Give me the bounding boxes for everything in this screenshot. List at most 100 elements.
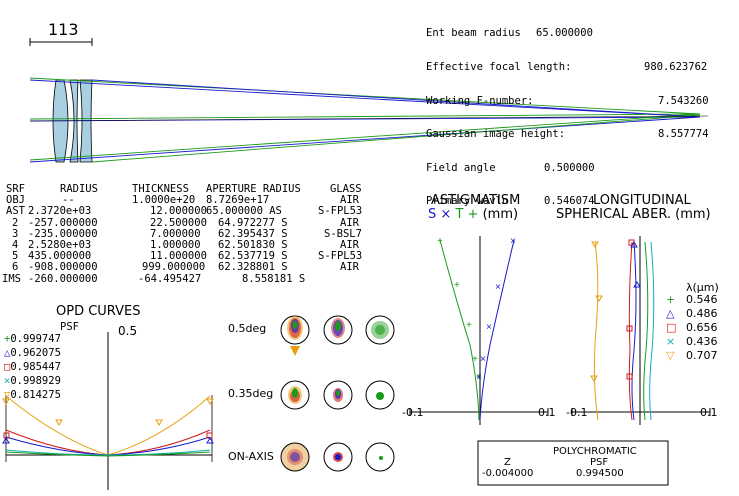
legend-marker-icon: □ (4, 361, 11, 373)
info-value: 0.500000 (544, 161, 595, 174)
long-legend-item: □ 0.656 (666, 321, 718, 334)
lens-info-panel: Ent beam radius 65.000000 Effective focal… (426, 6, 709, 219)
opd-psf-label: PSF (60, 321, 79, 333)
prescription-cell: 4 (12, 239, 19, 251)
astig-xmax: 0.1 (538, 406, 556, 419)
legend-marker-icon: △ (666, 307, 675, 320)
legend-marker-icon: + (666, 293, 676, 306)
prescription-cell: AIR (340, 261, 359, 274)
prescription-header: APERTURE RADIUS (206, 183, 301, 195)
poly-title: POLYCHROMATIC (553, 446, 637, 457)
prescription-cell: IMS (2, 272, 21, 285)
info-key: Primary wavln (426, 195, 509, 208)
legend-value: 0.985447 (10, 361, 61, 373)
long-title-2: SPHERICAL ABER. (mm) (556, 207, 711, 222)
prescription-cell: 62.501830 S (218, 239, 288, 251)
prescription-cell: 65.000000 AS (206, 205, 282, 218)
info-value: 8.557774 (658, 128, 709, 141)
prescription-cell: 3 (12, 227, 19, 240)
astig-title: ASTIGMATISM (431, 193, 521, 208)
prescription-header: RADIUS (60, 183, 98, 195)
opd-legend-item: △0.962075 (4, 347, 61, 359)
opd-legend-item: □0.985447 (4, 361, 61, 373)
prescription-cell: 62.328801 S (218, 261, 288, 274)
astig-x-marker: × (440, 207, 452, 222)
prescription-cell: S-FPL53 (318, 250, 363, 263)
legend-value: 0.998929 (10, 375, 61, 387)
legend-marker-icon: × (666, 335, 676, 348)
prescription-cell: 2.5280e+03 (28, 239, 92, 251)
astig-subtitle: S × T + (mm) (428, 207, 518, 222)
info-key: Working F-number: (426, 94, 534, 107)
info-value: 980.623762 (644, 61, 708, 73)
prescription-cell: -257.000000 (28, 216, 98, 229)
legend-marker-icon: △ (4, 347, 11, 359)
prescription-cell: 5 (12, 250, 19, 263)
prescription-cell: 62.395437 S (218, 227, 288, 240)
long-xmax: 0.1 (700, 406, 718, 419)
prescription-cell: 8.558181 S (242, 272, 306, 285)
info-value: 0.546074 (544, 195, 595, 208)
optical-axis (29, 115, 709, 122)
prescription-cell: AIR (340, 216, 359, 229)
prescription-cell: -235.000000 (28, 227, 98, 240)
prescription-cell: 999.000000 (142, 261, 206, 274)
long-legend-item: × 0.436 (666, 335, 718, 348)
long-legend-item: △ 0.486 (666, 307, 718, 320)
legend-value: 0.656 (686, 321, 718, 334)
opd-scale: 0.5 (118, 324, 138, 338)
legend-value: 0.707 (686, 349, 718, 362)
opd-legend-item: +0.999747 (4, 333, 61, 345)
prescription-cell: -- (62, 194, 75, 207)
prescription-table: SRF RADIUS THICKNESS APERTURE RADIUS GLASS OB… (0, 183, 400, 293)
ray-fan (29, 77, 701, 163)
prescription-cell: AIR (340, 194, 359, 207)
prescription-cell: S-FPL53 (318, 205, 363, 218)
prescription-cell: 435.000000 (28, 250, 92, 263)
prescription-cell: 1.000000 (150, 239, 201, 251)
prescription-cell: -260.000000 (28, 272, 98, 285)
info-value: 65.000000 (536, 27, 593, 40)
svg-text:×: × (480, 355, 486, 366)
legend-marker-icon: ▽ (666, 349, 675, 362)
prescription-header: GLASS (330, 183, 362, 195)
info-key: Effective focal length: (426, 61, 572, 73)
spot-diagrams (280, 315, 395, 472)
long-legend-item: ▽ 0.707 (666, 349, 718, 362)
astig-plus-marker: + (467, 207, 479, 222)
svg-text:×: × (476, 373, 482, 384)
long-lambda-label: λ(μm) (686, 281, 719, 294)
long-title-1: LONGITUDINAL (593, 193, 691, 208)
longitudinal-plot (571, 236, 711, 425)
svg-text:×: × (510, 237, 516, 248)
poly-col-z: Z (504, 457, 511, 468)
spot-label-on-axis: ON-AXIS (228, 450, 274, 463)
prescription-cell: 62.537719 S (218, 250, 288, 263)
prescription-cell: 6 (12, 261, 19, 274)
polychromatic-box (477, 440, 669, 486)
prescription-cell: 2 (12, 216, 19, 229)
prescription-cell: 1.0000e+20 (132, 194, 196, 207)
prescription-cell: 64.972277 S (218, 216, 288, 229)
prescription-cell: 22.500000 (150, 216, 207, 229)
scale-bar (29, 38, 93, 46)
opd-title: OPD CURVES (56, 304, 141, 319)
prescription-cell: 11.000000 (150, 250, 207, 263)
legend-marker-icon: ▽ (4, 389, 11, 401)
legend-value: 0.999747 (10, 333, 61, 345)
svg-text:+: + (466, 321, 472, 332)
astig-s-label: S (428, 207, 437, 222)
poly-psf-value: 0.994500 (576, 468, 624, 479)
prescription-cell: 2.3720e+03 (28, 205, 92, 218)
astig-unit: (mm) (482, 207, 519, 222)
opd-legend-item: ▽0.814275 (4, 389, 61, 401)
info-key: Field angle (426, 161, 496, 174)
scale-bar-label: 113 (48, 20, 79, 39)
legend-marker-icon: + (4, 333, 11, 345)
legend-value: 0.436 (686, 335, 718, 348)
prescription-cell: OBJ (6, 194, 25, 207)
svg-text:+: + (454, 281, 460, 292)
opd-legend-item: ×0.998929 (4, 375, 61, 387)
svg-text:+: + (472, 355, 478, 366)
